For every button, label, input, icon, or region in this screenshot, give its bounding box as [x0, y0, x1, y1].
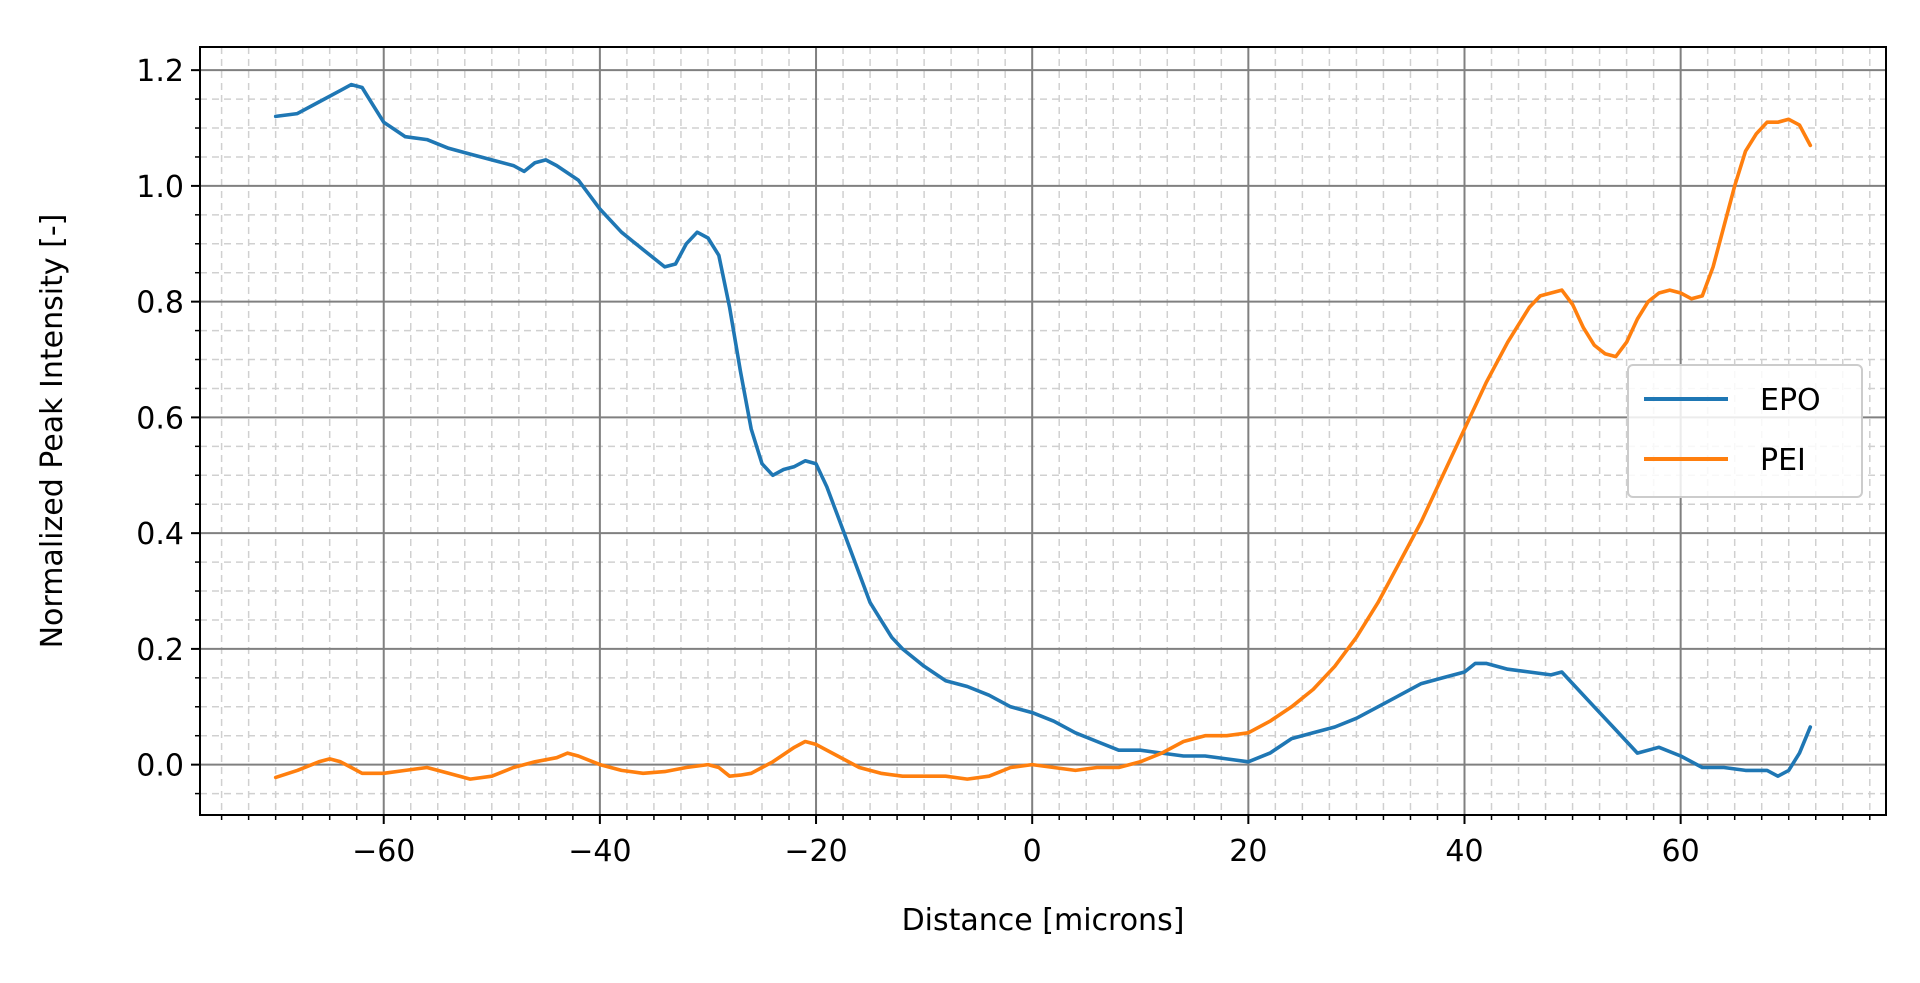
- y-axis-label: Normalized Peak Intensity [-]: [35, 214, 70, 649]
- series-line-pei: [273, 117, 1813, 781]
- y-tick-label: 1.0: [136, 170, 184, 205]
- plot-frame: [199, 46, 1887, 816]
- y-axis-ticks: 0.0 0.2 0.4 0.6 0.8 1.0 1.2: [136, 54, 200, 795]
- x-tick-label: 40: [1445, 834, 1483, 869]
- legend-label-pei: PEI: [1760, 443, 1806, 478]
- x-tick-label: 60: [1662, 834, 1700, 869]
- y-tick-label: 0.8: [136, 286, 184, 321]
- series-layer: [273, 82, 1813, 781]
- y-tick-label: 0.6: [136, 401, 184, 436]
- x-tick-label: −60: [352, 834, 415, 869]
- y-tick-label: 0.2: [136, 633, 184, 668]
- legend: EPO PEI: [1627, 364, 1863, 498]
- x-tick-label: −40: [568, 834, 631, 869]
- x-axis-ticks: −60 −40 −20 0 20 40 60: [220, 815, 1871, 869]
- x-tick-label: −20: [784, 834, 847, 869]
- legend-box: [1627, 364, 1863, 498]
- x-tick-label: 0: [1023, 834, 1042, 869]
- x-axis-label: Distance [microns]: [902, 903, 1185, 938]
- y-tick-label: 0.4: [136, 517, 184, 552]
- legend-label-epo: EPO: [1760, 383, 1821, 418]
- series-line-epo: [273, 82, 1813, 779]
- x-tick-label: 20: [1229, 834, 1267, 869]
- y-tick-label: 0.0: [136, 749, 184, 784]
- y-tick-label: 1.2: [136, 54, 184, 89]
